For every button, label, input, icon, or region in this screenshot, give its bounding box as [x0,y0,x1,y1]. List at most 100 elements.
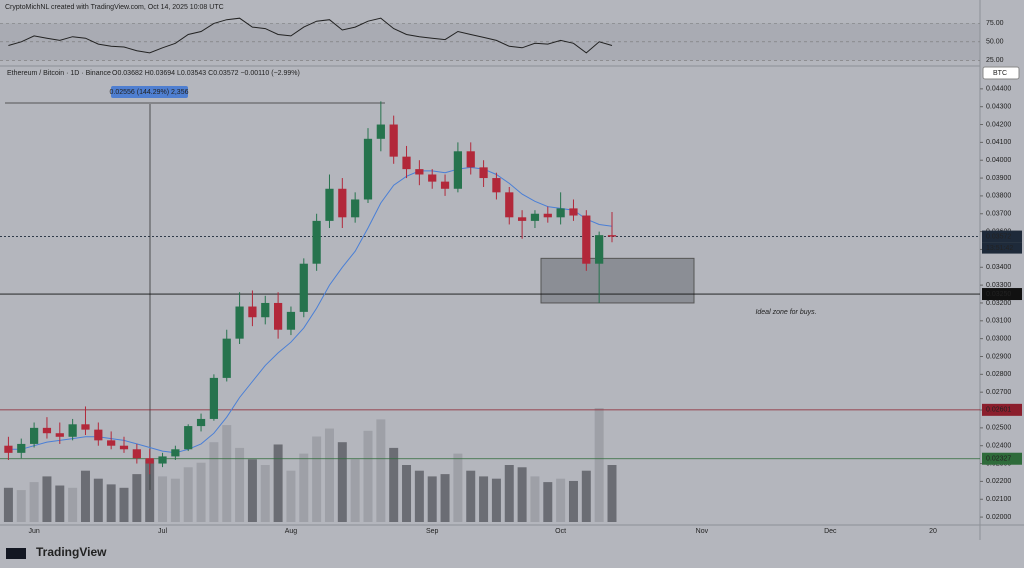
candle-body [312,220,321,264]
candle-body [492,178,501,193]
volume-bar [594,408,604,522]
volume-bar [337,442,347,522]
price-label: 0.03572 [986,233,1011,240]
candle-body [222,338,231,378]
y-tick-label: 0.02900 [986,353,1011,360]
volume-bar [350,459,360,522]
y-tick-label: 0.03100 [986,318,1011,325]
candle-body [4,445,13,453]
volume-bar [376,419,386,522]
volume-bar [235,447,245,522]
price-label: 0.02601 [986,407,1011,414]
volume-bar [68,487,78,522]
buy-zone [540,257,695,304]
volume-bar [504,465,514,522]
y-tick-label: 0.03800 [986,193,1011,200]
volume-bar [273,444,283,522]
y-tick-label: 0.03000 [986,335,1011,342]
volume-bar [581,470,591,522]
candle-body [81,424,90,430]
candle-body [376,124,385,139]
y-tick-label: 0.02100 [986,496,1011,503]
x-tick-label: Oct [555,528,566,535]
currency[interactable]: BTC [993,70,1007,77]
candle-body [17,443,26,453]
candle-body [42,427,52,434]
x-tick-label: Sep [426,528,439,535]
volume-bar [427,476,437,522]
candle-body [261,302,270,318]
volume-bar [568,480,578,522]
candle-body [94,429,103,441]
volume-bar [209,442,219,522]
candle-body [132,449,141,459]
candle-body [145,458,154,464]
y-tick-label: 0.04000 [986,157,1011,164]
rsi-line [8,17,613,54]
candle-body [196,418,206,427]
price-label: 0.02327 [986,456,1011,463]
volume-bar [440,474,450,522]
volume-bar [119,487,129,522]
y-tick-label: 0.02700 [986,389,1011,396]
volume-bar [479,476,489,522]
volume-bar [402,465,412,522]
rsi-band [0,23,980,61]
annotation: Ideal zone for buys. [755,309,816,316]
candle-body [363,138,373,200]
y-tick-label: 0.04200 [986,121,1011,128]
candle-body [556,208,565,218]
y-tick-label: 0.02000 [986,514,1011,521]
candle-body [607,235,617,237]
candle-body [530,213,540,221]
candle-body [171,449,180,457]
candle-body [184,426,193,450]
candle-body [29,427,39,444]
candle-body [466,151,475,168]
rsi-tick-label: 25.00 [986,57,1004,64]
measure-label: 0.02556 (144.29%) 2,356 [109,89,188,96]
candle-body [595,235,604,264]
x-tick-label: Nov [696,528,709,535]
x-tick-label: Jul [158,528,167,535]
y-tick-label: 0.03700 [986,211,1011,218]
volume-bar [312,436,322,522]
candle-body [273,302,283,330]
volume-bar [260,465,270,522]
candle-body [351,199,360,218]
footer [0,540,1024,568]
moving-average [8,166,613,454]
y-tick-label: 0.02500 [986,425,1011,432]
volume-bar [55,485,65,522]
candle-body [299,263,308,312]
candle-body [107,440,116,446]
candle-body [428,174,437,182]
y-tick-label: 0.02800 [986,371,1011,378]
candle-body [543,213,552,218]
candle-body [415,169,424,175]
x-tick-label: Aug [285,528,298,535]
candle-body [286,311,296,330]
candle-body [402,156,411,170]
candle-body [248,306,257,318]
volume-bar [80,470,90,522]
rsi-tick-label: 75.00 [986,20,1004,27]
volume-bar [607,465,617,522]
volume-bar [389,447,399,522]
currency-button[interactable] [982,66,1020,80]
volume-bar [158,476,168,522]
volume-bar [183,467,193,522]
volume-bar [29,482,39,522]
volume-bar [543,482,553,522]
candle-body [517,217,527,221]
y-tick-label: 0.03400 [986,264,1011,271]
countdown: 13:51:42 [986,245,1013,252]
volume-bar [247,459,257,522]
volume-bar [453,453,463,522]
volume-bar [363,430,373,522]
logo-icon [6,548,26,559]
volume-bar [42,476,52,522]
x-tick-label: 20 [929,528,937,535]
volume-bar [222,425,232,522]
